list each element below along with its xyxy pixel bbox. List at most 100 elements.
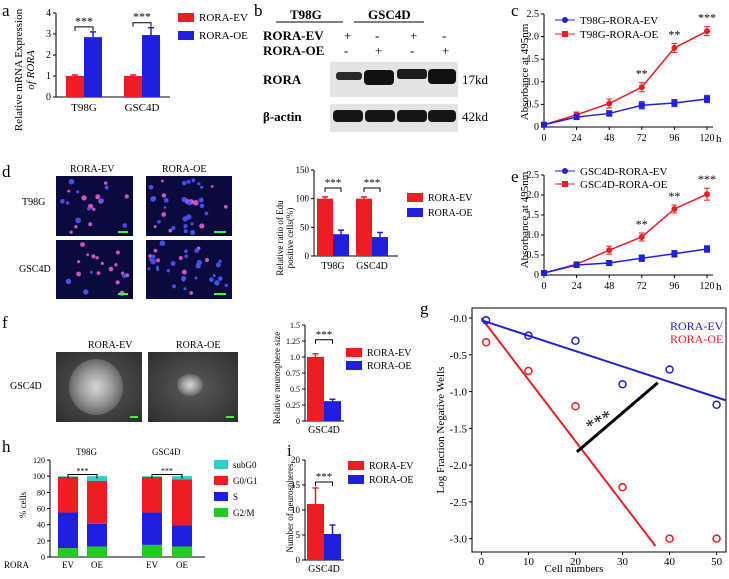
i-ytick-label-2: 10 <box>291 505 301 515</box>
b-cell-gsc4d: GSC4D <box>368 7 411 22</box>
panel-label-e: e <box>511 167 519 186</box>
panel-h: % cells T98G GSC4D RORA 0 20 40 60 80 100 120 E… <box>4 447 258 570</box>
d-cell-nucleus <box>89 270 93 274</box>
panel-label-b: b <box>254 1 263 20</box>
h-legend-swatch-g0g1 <box>214 476 228 485</box>
a-0-sig-bracket <box>74 26 94 31</box>
d-bar-rora-ev-0 <box>317 198 333 256</box>
d-cell-nucleus <box>204 257 210 263</box>
a-1-sig-bracket <box>132 22 152 27</box>
c-point-0-4 <box>671 44 678 51</box>
d-cell-nucleus <box>108 266 114 272</box>
g-point-1-0 <box>481 315 491 325</box>
e-point-1-1 <box>573 262 580 268</box>
b-sign-oe-4: + <box>442 43 449 58</box>
f-0-sig-bracket <box>315 339 333 344</box>
d-cell-nucleus <box>74 225 78 229</box>
c-point-0-3 <box>638 84 645 91</box>
a-legend-swatch-oe <box>178 31 194 40</box>
d-cell-nucleus <box>194 248 200 254</box>
h-bar-s-1 <box>87 523 107 547</box>
g-point-1-2 <box>571 336 580 346</box>
e-ytick-label-4: 2.0 <box>527 190 540 201</box>
f-xtick-label-0: GSC4D <box>308 425 340 436</box>
b-sign-ev-4: - <box>442 28 446 43</box>
b-band-actin-2 <box>365 110 395 122</box>
d-image-t98g-ev <box>56 176 133 236</box>
a-ytick-label-0: 0 <box>46 92 51 103</box>
d-cell-nucleus <box>149 257 152 261</box>
c-point-0-5 <box>704 28 710 35</box>
e-xtick-label-4: 96 <box>669 281 679 292</box>
c-annotation-1: ** <box>668 27 680 41</box>
a-ytick-label-3: 3 <box>46 29 51 40</box>
a-bar-rora-oe-0 <box>84 37 102 97</box>
d-cell-nucleus <box>182 180 187 186</box>
h-ylabel: % cells <box>18 491 28 518</box>
c-ylabel: Absorbance at 495nm <box>519 23 531 120</box>
f-legend-ev: RORA-EV <box>367 348 412 359</box>
g-sig-connector <box>575 381 659 453</box>
c-legend-ev: T98G-RORA-EV <box>580 15 658 27</box>
d-cell-nucleus <box>104 181 108 185</box>
h-bar-g2m-1 <box>87 546 107 557</box>
h-ytick-label-2: 40 <box>37 521 45 530</box>
g-fit-line-1 <box>481 319 727 402</box>
h-sig-bracket-1 <box>151 474 183 479</box>
b-band-actin-4 <box>428 110 456 122</box>
f-ytick-label-5: 1.25 <box>286 337 300 346</box>
d-cell-nucleus <box>183 224 188 229</box>
d-cell-nucleus <box>189 291 194 295</box>
d-cell-nucleus <box>161 193 167 198</box>
d-cell-nucleus <box>223 204 228 209</box>
d-cell-nucleus <box>153 248 158 253</box>
g-xtick-label-2: 20 <box>570 556 582 568</box>
d-cell-nucleus <box>181 196 187 203</box>
h-legend-swatch-s <box>214 492 228 501</box>
f-ylabel: Relative neurosphere size <box>272 332 282 424</box>
h-bar-g2m-0 <box>58 548 78 557</box>
f-legend-oe: RORA-OE <box>367 361 411 372</box>
panel-label-d: d <box>2 162 11 181</box>
d-cell-nucleus <box>161 179 164 183</box>
h-group-gsc4d: GSC4D <box>152 447 181 457</box>
g-ytick-label-4: -2.0 <box>450 460 468 472</box>
d-cell-nucleus <box>178 256 183 260</box>
d-cell-nucleus <box>83 289 89 295</box>
c-ytick-label-0: 0 <box>534 122 539 133</box>
h-ytick-label-4: 80 <box>37 488 45 497</box>
h-sig-label-0: *** <box>77 467 89 476</box>
g-xtick-label-3: 30 <box>617 556 629 568</box>
d-1-sig-label: *** <box>364 177 381 189</box>
a-bar-rora-oe-1 <box>142 35 160 97</box>
e-point-1-4 <box>671 250 678 257</box>
b-sign-oe-2: + <box>375 43 382 58</box>
panel-label-i: i <box>287 441 292 460</box>
h-row-prefix: RORA <box>4 560 30 570</box>
h-bar-g0g1-3 <box>172 479 192 526</box>
d-cell-nucleus <box>224 283 228 287</box>
d-image-gsc4d-ev <box>56 240 133 299</box>
d-cell-nucleus <box>81 195 87 201</box>
g-point-1-4 <box>665 365 674 374</box>
d-cell-nucleus <box>210 185 214 188</box>
d-cell-nucleus <box>115 250 120 255</box>
d-image-t98g-oe <box>146 176 232 236</box>
c-xtick-label-2: 48 <box>604 133 614 144</box>
g-point-1-5 <box>712 400 721 410</box>
panel-i: Number of neurospheres 05101520***GSC4D … <box>285 455 414 575</box>
g-point-0-4 <box>665 534 674 543</box>
h-bar-g0g1-1 <box>87 481 107 524</box>
e-ytick-label-0: 0 <box>534 270 539 281</box>
d-ytick-label-3: 150 <box>296 165 310 175</box>
d-legend-oe: RORA-OE <box>428 208 472 219</box>
panel-label-f: f <box>2 313 8 332</box>
h-ytick-label-5: 100 <box>33 472 45 481</box>
h-ytick-label-6: 120 <box>33 456 45 465</box>
b-sign-ev-2: - <box>375 28 379 43</box>
a-legend-swatch-ev <box>178 13 194 22</box>
f-neurosphere-ev <box>69 359 123 415</box>
d-cell-nucleus <box>161 212 167 217</box>
d-cell-nucleus <box>60 199 65 204</box>
d-ylabel-1: Relative ratio of Edu <box>275 200 285 276</box>
